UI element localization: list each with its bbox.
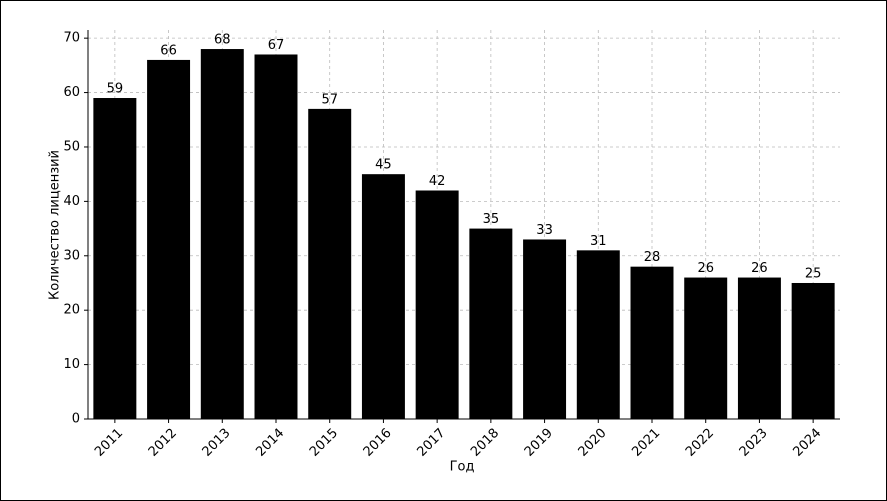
y-axis-label: Количество лицензий [48,150,63,300]
y-tick-label: 50 [63,139,80,154]
y-tick-label: 20 [63,303,80,318]
value-label: 28 [644,250,661,265]
bar [469,228,513,419]
value-label: 66 [160,43,177,58]
y-tick-label: 10 [63,357,80,372]
bar [684,277,728,419]
y-tick-label: 60 [63,85,80,100]
bar [147,59,191,420]
value-label: 59 [107,82,124,97]
y-tick-label: 30 [63,248,80,263]
y-tick-label: 40 [63,194,80,209]
value-label: 26 [751,261,768,276]
bar [361,174,405,419]
bar [415,190,459,419]
bar [576,250,620,419]
value-label: 31 [590,234,607,249]
value-label: 35 [483,212,500,227]
value-label: 25 [805,266,822,281]
bar [93,98,137,420]
bar [737,277,781,419]
bar [523,239,567,419]
bar [630,266,674,419]
bar [308,108,352,419]
value-label: 68 [214,33,231,48]
value-label: 45 [375,158,392,173]
value-label: 33 [536,223,553,238]
bar [254,54,298,420]
value-label: 57 [321,92,338,107]
value-label: 26 [697,261,714,276]
value-label: 67 [268,38,285,53]
bar [200,49,244,419]
x-axis-label: Год [450,460,475,475]
y-tick-label: 70 [63,31,80,46]
value-label: 42 [429,174,446,189]
y-tick-label: 0 [72,412,80,427]
bar [791,282,835,419]
